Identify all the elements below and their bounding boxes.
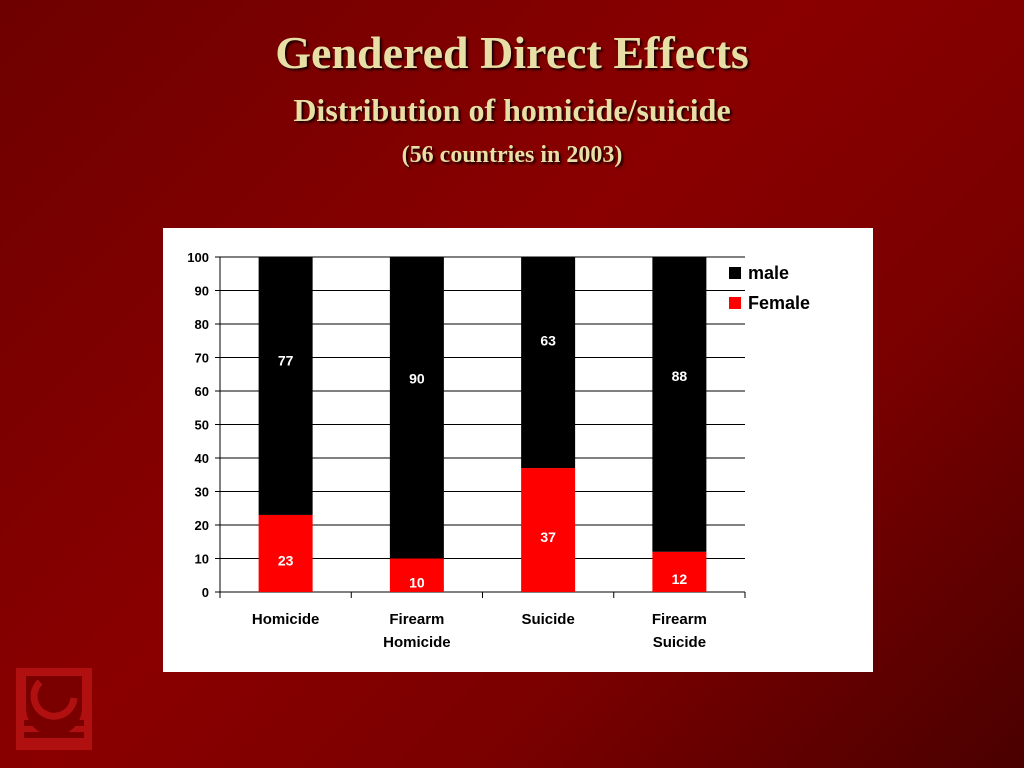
- x-tick-label: Firearm: [389, 611, 444, 628]
- stacked-bar-chart: 0 10 20 30 40 50 60 70 80 90 100 23 77 Homicide 10 90 Fi…: [187, 250, 810, 651]
- bar-female: [258, 514, 313, 592]
- university-logo-icon: [16, 668, 92, 750]
- y-tick-label: 0: [202, 585, 209, 600]
- data-label: 90: [409, 371, 425, 387]
- x-tick-label: Homicide: [252, 611, 320, 628]
- x-tick-label: Homicide: [383, 634, 451, 651]
- y-tick-label: 100: [187, 250, 209, 265]
- y-tick-label: 60: [195, 384, 209, 399]
- y-tick-label: 40: [195, 451, 209, 466]
- y-tick-label: 30: [195, 485, 209, 500]
- bar-female: [521, 468, 576, 592]
- legend-label-male: male: [748, 263, 789, 283]
- slide-subtitle: Distribution of homicide/suicide: [293, 92, 731, 128]
- legend-swatch-male: [729, 267, 741, 279]
- y-tick-label: 10: [195, 552, 209, 567]
- legend-swatch-female: [729, 297, 741, 309]
- slide-title: Gendered Direct Effects: [275, 27, 749, 78]
- bar-male: [389, 257, 444, 559]
- y-tick-label: 20: [195, 518, 209, 533]
- data-label: 12: [672, 571, 688, 587]
- data-label: 10: [409, 574, 425, 590]
- bar-female: [389, 558, 444, 592]
- data-label: 77: [278, 352, 294, 368]
- bar-female: [652, 551, 707, 592]
- x-tick-label: Suicide: [653, 634, 706, 651]
- chart-panel: 0 10 20 30 40 50 60 70 80 90 100 23 77 Homicide 10 90 Fi…: [163, 228, 873, 672]
- data-label: 88: [672, 368, 688, 384]
- y-tick-label: 80: [195, 317, 209, 332]
- bar-male: [652, 257, 707, 552]
- y-tick-label: 70: [195, 351, 209, 366]
- y-tick-label: 90: [195, 284, 209, 299]
- x-tick-label: Firearm: [652, 611, 707, 628]
- data-label: 23: [278, 552, 294, 568]
- slide-note: (56 countries in 2003): [401, 142, 623, 168]
- bar-male: [258, 257, 313, 515]
- x-tick-label: Suicide: [521, 611, 574, 628]
- legend-label-female: Female: [748, 293, 810, 313]
- data-label: 63: [540, 333, 556, 349]
- y-tick-label: 50: [195, 418, 209, 433]
- data-label: 37: [540, 529, 556, 545]
- bar-male: [521, 257, 576, 469]
